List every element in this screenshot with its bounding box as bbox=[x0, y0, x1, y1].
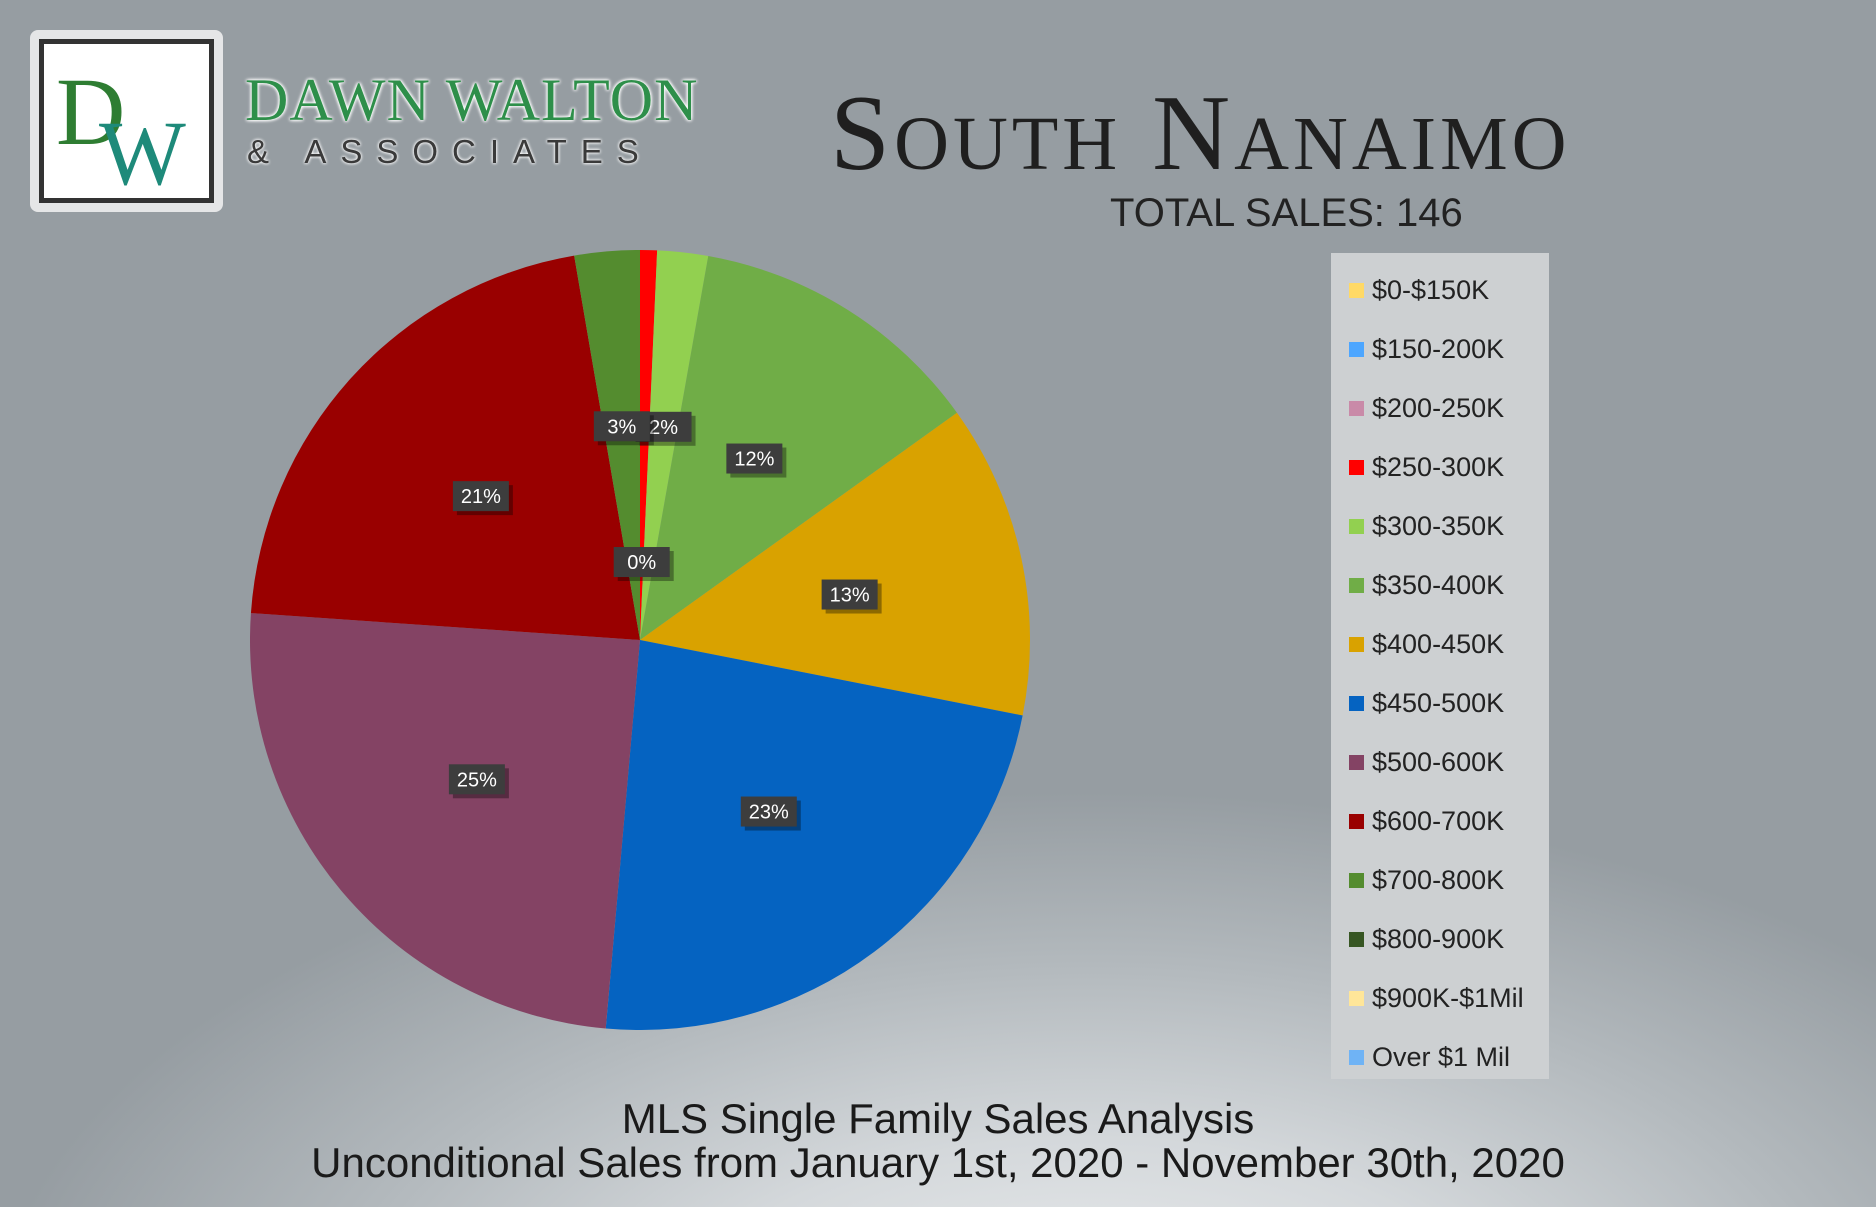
legend-item: $500-600K bbox=[1331, 733, 1549, 792]
legend-item: $800-900K bbox=[1331, 910, 1549, 969]
pie-slice-5 bbox=[640, 256, 957, 640]
svg-text:D: D bbox=[56, 58, 125, 165]
legend-item: $700-800K bbox=[1331, 851, 1549, 910]
svg-text:23%: 23% bbox=[749, 802, 789, 824]
legend-swatch bbox=[1349, 991, 1364, 1006]
legend-swatch bbox=[1349, 460, 1364, 475]
data-label-8: 25% bbox=[448, 764, 509, 799]
pie-slice-6 bbox=[640, 412, 1030, 716]
legend-label: $400-450K bbox=[1372, 629, 1505, 659]
legend-label: $450-500K bbox=[1372, 688, 1505, 718]
legend-label: $600-700K bbox=[1372, 806, 1505, 836]
svg-text:W: W bbox=[99, 102, 186, 198]
legend-label: $250-300K bbox=[1372, 452, 1505, 482]
legend-item: $250-300K bbox=[1331, 438, 1549, 497]
legend-label: $350-400K bbox=[1372, 570, 1505, 600]
legend-item: $400-450K bbox=[1331, 615, 1549, 674]
data-label-6: 13% bbox=[821, 579, 882, 614]
svg-text:0%: 0% bbox=[627, 552, 656, 574]
svg-text:25%: 25% bbox=[457, 769, 497, 791]
legend-swatch bbox=[1349, 755, 1364, 770]
legend-item: $450-500K bbox=[1331, 674, 1549, 733]
brand-name: DAWN WALTON bbox=[245, 67, 699, 133]
legend-item: $300-350K bbox=[1331, 497, 1549, 556]
legend-swatch bbox=[1349, 578, 1364, 593]
legend-swatch bbox=[1349, 873, 1364, 888]
legend-swatch bbox=[1349, 814, 1364, 829]
legend-item: Over $1 Mil bbox=[1331, 1028, 1549, 1087]
chart-title: South Nanaimo bbox=[830, 74, 1571, 193]
legend-item: $600-700K bbox=[1331, 792, 1549, 851]
legend-swatch bbox=[1349, 932, 1364, 947]
svg-text:3%: 3% bbox=[607, 416, 636, 438]
legend-label: $500-600K bbox=[1372, 747, 1505, 777]
pie-slice-3 bbox=[640, 250, 658, 640]
legend-label: $700-800K bbox=[1372, 865, 1505, 895]
legend-item: $350-400K bbox=[1331, 556, 1549, 615]
legend-label: $200-250K bbox=[1372, 393, 1505, 423]
legend-label: Over $1 Mil bbox=[1372, 1042, 1511, 1072]
data-label-3: 0% bbox=[613, 547, 674, 582]
legend-item: $900K-$1Mil bbox=[1331, 969, 1549, 1028]
legend-item: $0-$150K bbox=[1331, 261, 1549, 320]
svg-text:21%: 21% bbox=[461, 486, 501, 508]
caption-line-2: Unconditional Sales from January 1st, 20… bbox=[311, 1139, 1565, 1186]
logo: D W bbox=[30, 30, 223, 212]
dw-monogram-icon: D W bbox=[56, 58, 186, 198]
caption-line-1: MLS Single Family Sales Analysis bbox=[621, 1095, 1255, 1142]
logo-frame: D W bbox=[39, 39, 214, 203]
legend-swatch bbox=[1349, 696, 1364, 711]
legend-label: $800-900K bbox=[1372, 924, 1505, 954]
data-label-10: 3% bbox=[593, 411, 654, 446]
svg-text:13%: 13% bbox=[830, 585, 870, 607]
legend-label: $300-350K bbox=[1372, 511, 1505, 541]
legend-swatch bbox=[1349, 1050, 1364, 1065]
legend-swatch bbox=[1349, 519, 1364, 534]
legend-swatch bbox=[1349, 283, 1364, 298]
data-label-5: 12% bbox=[726, 443, 787, 478]
legend-swatch bbox=[1349, 401, 1364, 416]
legend-item: $200-250K bbox=[1331, 379, 1549, 438]
brand-subtitle: & ASSOCIATES bbox=[247, 133, 653, 170]
pie-slice-10 bbox=[574, 250, 640, 640]
pie-slice-4 bbox=[640, 250, 709, 641]
data-label-7: 23% bbox=[740, 796, 801, 831]
legend-swatch bbox=[1349, 342, 1364, 357]
chart-legend: $0-$150K $150-200K $200-250K $250-300K $300-… bbox=[1331, 253, 1549, 1079]
legend-swatch bbox=[1349, 637, 1364, 652]
legend-item: $150-200K bbox=[1331, 320, 1549, 379]
legend-label: $900K-$1Mil bbox=[1372, 983, 1524, 1013]
svg-text:12%: 12% bbox=[734, 449, 774, 471]
svg-text:2%: 2% bbox=[649, 417, 678, 439]
data-label-9: 21% bbox=[452, 481, 513, 516]
legend-label: $150-200K bbox=[1372, 334, 1505, 364]
pie-slice-9 bbox=[250, 255, 640, 640]
pie-slice-8 bbox=[250, 613, 640, 1029]
pie-slice-7 bbox=[605, 640, 1023, 1030]
total-sales: TOTAL SALES: 146 bbox=[1110, 191, 1463, 235]
legend-label: $0-$150K bbox=[1372, 275, 1490, 305]
